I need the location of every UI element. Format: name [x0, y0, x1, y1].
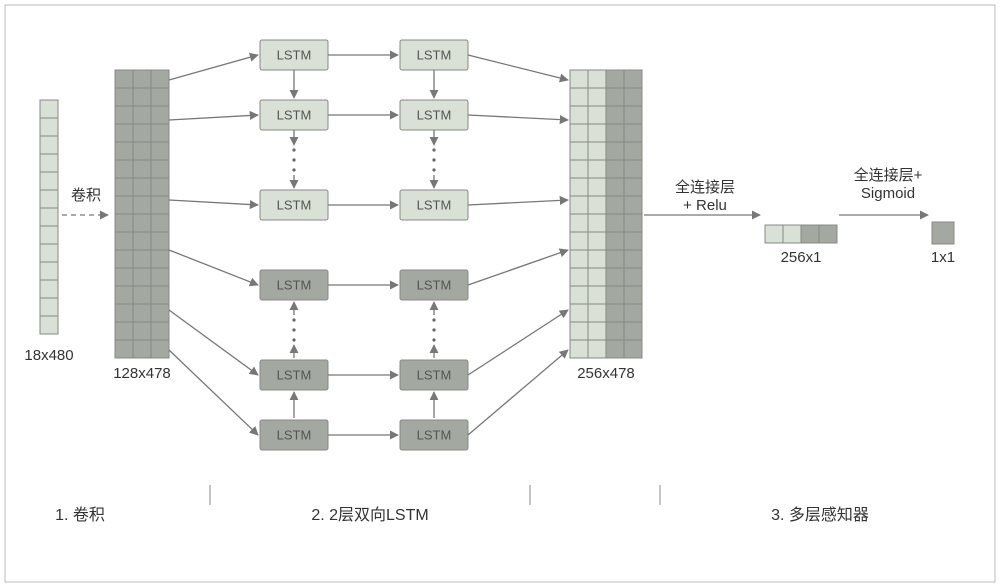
svg-text:LSTM: LSTM — [417, 427, 452, 442]
svg-text:LSTM: LSTM — [417, 47, 452, 62]
fc1-tensor — [765, 225, 837, 243]
svg-text:LSTM: LSTM — [417, 367, 452, 382]
svg-text:LSTM: LSTM — [277, 197, 312, 212]
fc1-sub-label: + Relu — [683, 197, 727, 214]
section-1-label: 1. 卷积 — [55, 506, 105, 524]
bilstm-stack: LSTM LSTM LSTM LSTM LSTM LSTM LSTM LSTM … — [260, 40, 468, 450]
svg-text:LSTM: LSTM — [417, 277, 452, 292]
section-3-label: 3. 多层感知器 — [771, 506, 869, 524]
svg-text:LSTM: LSTM — [277, 47, 312, 62]
input-tensor — [40, 100, 58, 334]
conv-to-lstm-arrows — [169, 55, 258, 435]
architecture-diagram: 18x480 卷积 — [0, 0, 1000, 587]
section-2-label: 2. 2层双向LSTM — [311, 506, 428, 524]
conv-tensor — [115, 70, 169, 358]
fc1-label: 全连接层 — [675, 178, 735, 196]
output-tensor — [932, 222, 954, 244]
fc1-dim-label: 256x1 — [781, 249, 822, 266]
fc2-label: 全连接层+ — [854, 166, 923, 184]
concat-tensor — [570, 70, 642, 358]
lstm-to-concat-arrows — [468, 55, 568, 435]
conv-arrow-label: 卷积 — [71, 187, 101, 204]
svg-text:LSTM: LSTM — [277, 367, 312, 382]
conv-dim-label: 128x478 — [113, 365, 171, 382]
svg-text:LSTM: LSTM — [277, 107, 312, 122]
input-dim-label: 18x480 — [24, 347, 73, 364]
out-dim-label: 1x1 — [931, 249, 955, 266]
svg-text:LSTM: LSTM — [417, 107, 452, 122]
svg-text:LSTM: LSTM — [417, 197, 452, 212]
svg-text:LSTM: LSTM — [277, 427, 312, 442]
svg-text:LSTM: LSTM — [277, 277, 312, 292]
concat-dim-label: 256x478 — [577, 365, 635, 382]
fc2-sub-label: Sigmoid — [861, 185, 915, 202]
